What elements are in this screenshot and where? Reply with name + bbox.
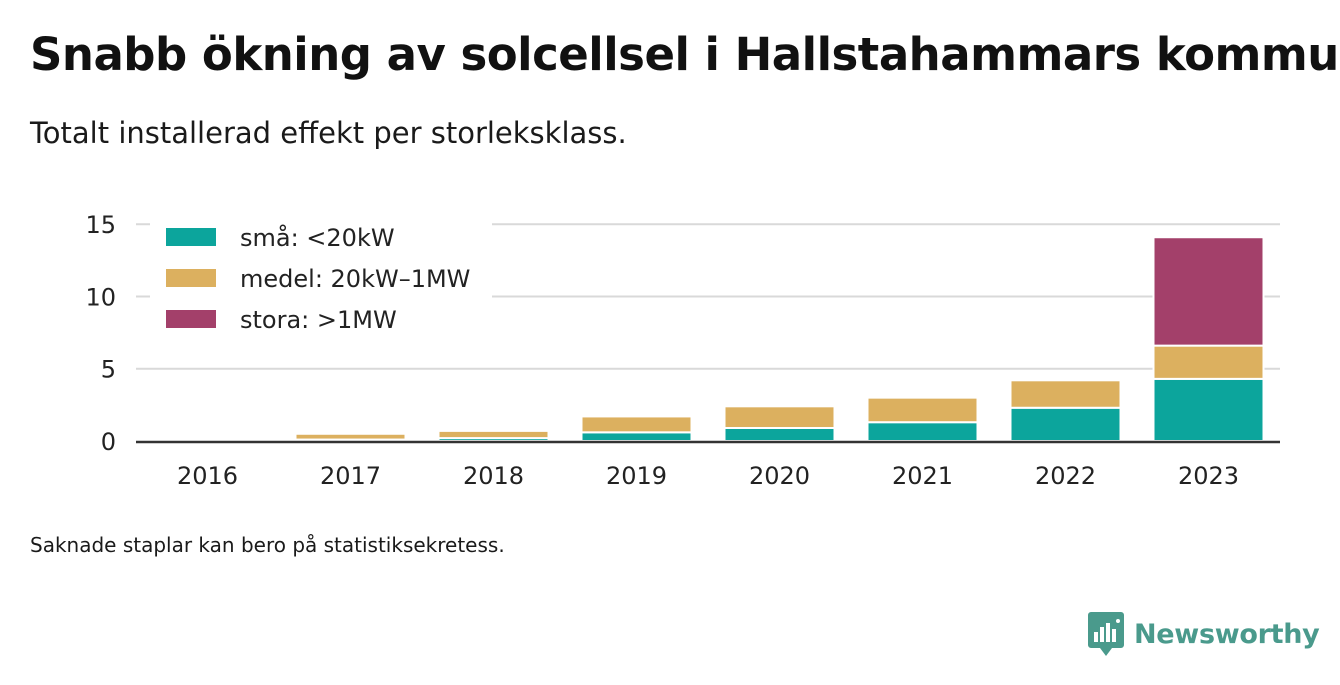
bar-segment [294, 432, 407, 441]
bar-segment [580, 415, 693, 434]
x-tick-label: 2023 [1178, 462, 1239, 490]
y-axis-ticks: 0 5 10 15 [85, 211, 116, 456]
legend-swatch [166, 310, 216, 328]
x-axis-ticks: 2016 2017 2018 2019 2020 2021 2022 2023 [177, 462, 1239, 490]
legend-swatch [166, 228, 216, 246]
y-tick-label: 0 [101, 428, 116, 456]
bar-segment [437, 429, 550, 440]
bar-segment [1009, 379, 1122, 409]
bar-segment [866, 421, 979, 443]
bar-segment [580, 431, 693, 442]
bar-segment [1009, 406, 1122, 442]
bar-segment [723, 426, 836, 442]
x-tick-label: 2016 [177, 462, 238, 490]
bar-segment [723, 405, 836, 429]
x-tick-label: 2021 [892, 462, 953, 490]
legend-label: stora: >1MW [240, 306, 397, 334]
x-tick-label: 2022 [1035, 462, 1096, 490]
chart-title: Snabb ökning av solcellsel i Hallstahamm… [30, 28, 1340, 81]
bar-segment [1152, 236, 1265, 347]
legend-label: medel: 20kW–1MW [240, 265, 470, 293]
brand-logo: Newsworthy [1088, 611, 1320, 657]
bar-segment [866, 396, 979, 424]
y-tick-label: 5 [101, 356, 116, 384]
x-tick-label: 2019 [606, 462, 667, 490]
footnote: Saknade staplar kan bero på statistiksek… [30, 533, 505, 557]
newsworthy-logo-icon [1088, 612, 1124, 656]
bar-segment [1152, 377, 1265, 442]
legend: små: <20kW medel: 20kW–1MW stora: >1MW [150, 214, 492, 344]
bars [294, 236, 1265, 443]
legend-label: små: <20kW [240, 223, 395, 252]
legend-swatch [166, 269, 216, 287]
chart-subtitle: Totalt installerad effekt per storlekskl… [30, 116, 627, 150]
x-tick-label: 2020 [749, 462, 810, 490]
y-tick-label: 10 [85, 283, 116, 311]
x-tick-label: 2018 [463, 462, 524, 490]
bar-segment [1152, 344, 1265, 380]
x-tick-label: 2017 [320, 462, 381, 490]
brand-name: Newsworthy [1134, 618, 1320, 650]
y-tick-label: 15 [85, 211, 116, 239]
